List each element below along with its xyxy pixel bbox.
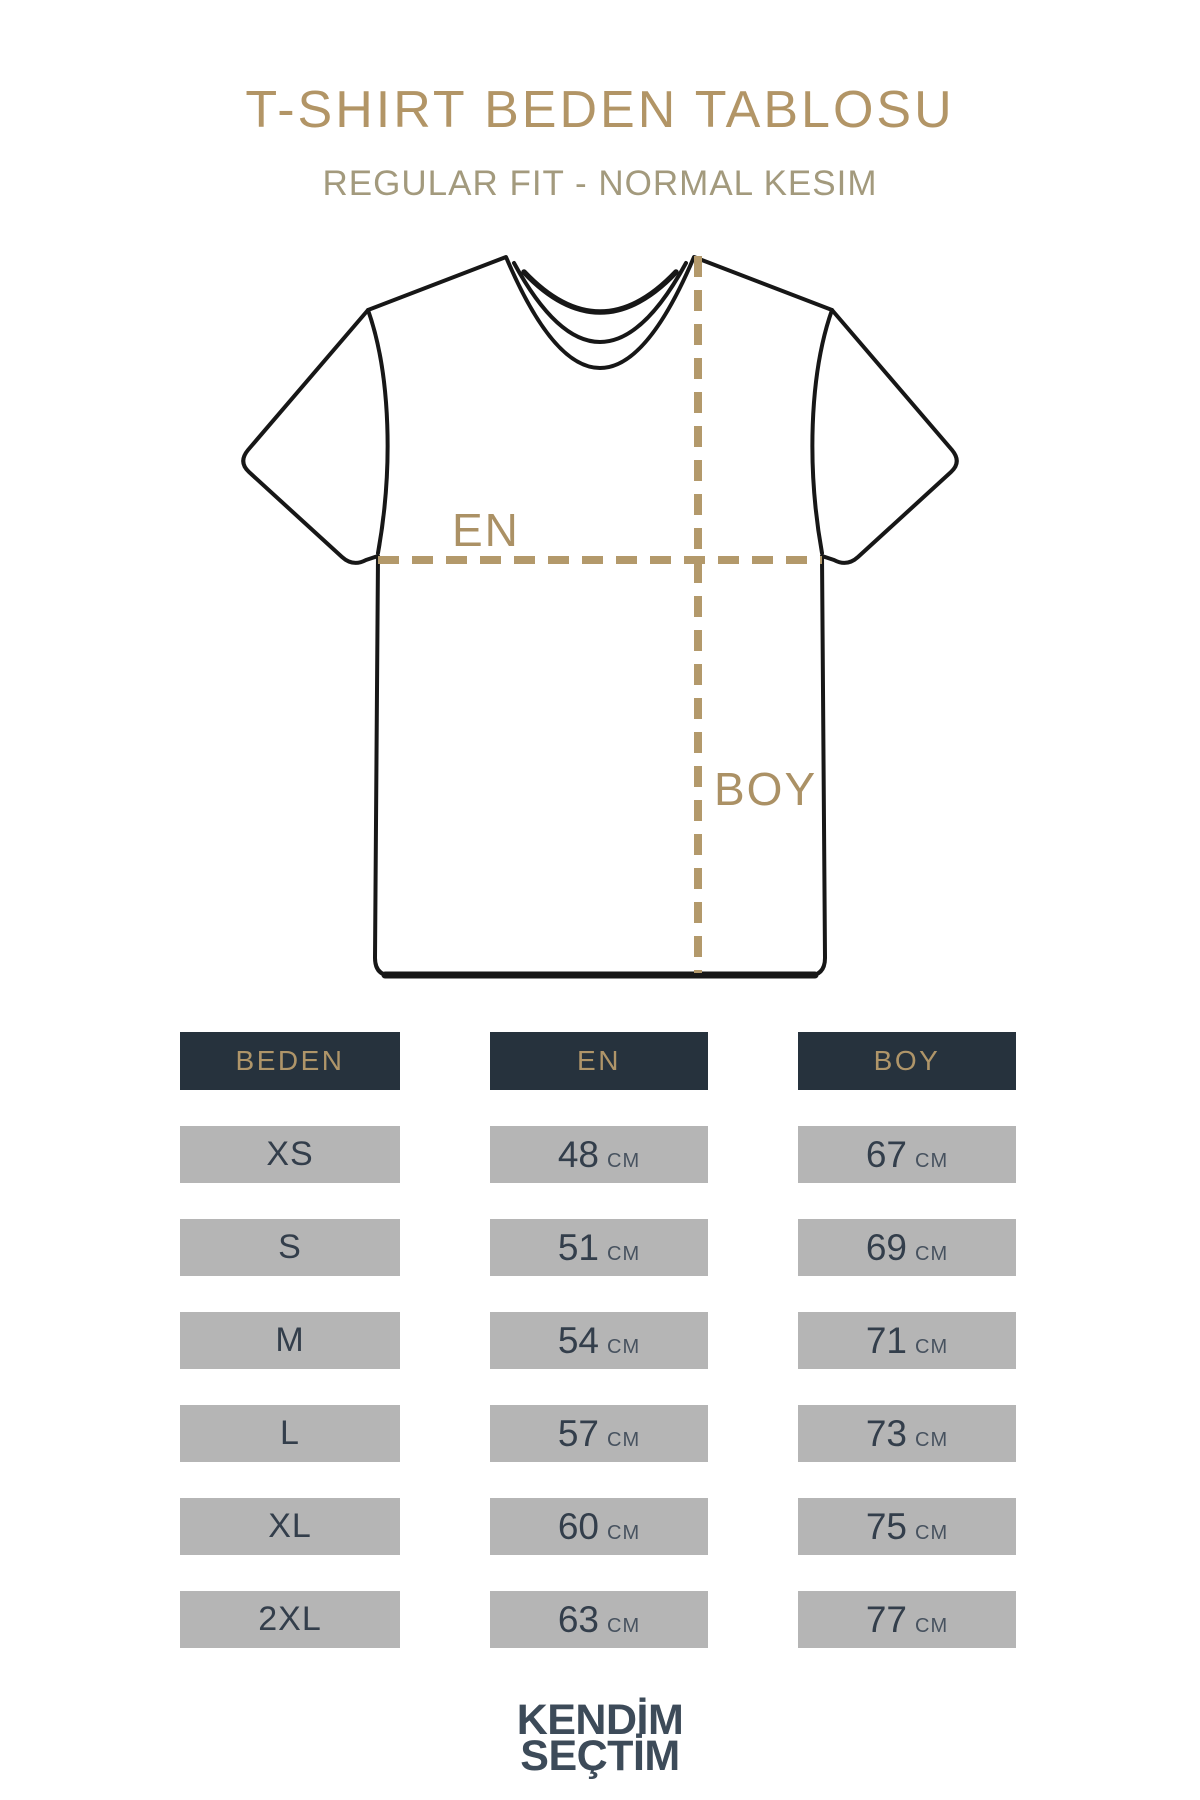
unit-label: CM — [607, 1243, 641, 1265]
unit-label: CM — [607, 1150, 641, 1172]
size-cell-s: S — [180, 1219, 400, 1276]
en-value: 63 — [557, 1599, 600, 1640]
boy-value: 69 — [865, 1227, 908, 1268]
width-label: EN — [452, 504, 520, 556]
column-header-beden: BEDEN — [180, 1032, 400, 1090]
unit-label: CM — [607, 1336, 641, 1358]
size-cell-l: L — [180, 1405, 400, 1462]
brand-line2: SEÇTİM — [520, 1732, 680, 1780]
column-header-en: EN — [490, 1032, 708, 1090]
boy-value: 71 — [865, 1320, 908, 1361]
boy-value: 73 — [865, 1413, 908, 1454]
unit-label: CM — [607, 1429, 641, 1451]
length-label: BOY — [714, 763, 817, 815]
column-header-boy: BOY — [798, 1032, 1016, 1090]
boy-value-cell-2xl: 77 CM — [798, 1591, 1016, 1648]
boy-value-cell-l: 73 CM — [798, 1405, 1016, 1462]
boy-value: 77 — [865, 1599, 908, 1640]
en-value: 57 — [557, 1413, 600, 1454]
en-value-cell-xs: 48 CM — [490, 1126, 708, 1183]
boy-value: 67 — [865, 1134, 908, 1175]
left-armhole-seam — [366, 308, 390, 555]
size-cell-2xl: 2XL — [180, 1591, 400, 1648]
unit-label: CM — [915, 1429, 949, 1451]
collar-band — [512, 261, 688, 344]
unit-label: CM — [915, 1336, 949, 1358]
en-value: 48 — [557, 1134, 600, 1175]
unit-label: CM — [607, 1615, 641, 1637]
boy-value: 75 — [865, 1506, 908, 1547]
back-collar-seam — [521, 269, 679, 315]
en-value: 54 — [557, 1320, 600, 1361]
size-cell-xs: XS — [180, 1126, 400, 1183]
tshirt-outline — [241, 255, 959, 978]
page-title: T-SHIRT BEDEN TABLOSU — [245, 81, 955, 139]
brand-logo: KENDİM SEÇTİM — [0, 1696, 1200, 1780]
unit-label: CM — [915, 1243, 949, 1265]
boy-value-cell-xl: 75 CM — [798, 1498, 1016, 1555]
en-value-cell-s: 51 CM — [490, 1219, 708, 1276]
unit-label: CM — [915, 1522, 949, 1544]
unit-label: CM — [915, 1615, 949, 1637]
boy-value-cell-s: 69 CM — [798, 1219, 1016, 1276]
size-cell-xl: XL — [180, 1498, 400, 1555]
size-cell-m: M — [180, 1312, 400, 1369]
page-subtitle: REGULAR FIT - NORMAL KESIM — [322, 164, 878, 203]
size-table: BEDEN EN BOY XS 48 CM 67 CM S 51 CM 69 CM M 54 CM 71 CM L 5… — [180, 1032, 1016, 1648]
brand-line1: KENDİM — [516, 1696, 684, 1744]
en-value: 60 — [557, 1506, 600, 1547]
unit-label: CM — [607, 1522, 641, 1544]
en-value: 51 — [557, 1227, 600, 1268]
right-armhole-seam — [810, 308, 834, 555]
tshirt-diagram: EN BOY — [241, 255, 959, 979]
en-value-cell-2xl: 63 CM — [490, 1591, 708, 1648]
en-value-cell-xl: 60 CM — [490, 1498, 708, 1555]
en-value-cell-l: 57 CM — [490, 1405, 708, 1462]
unit-label: CM — [915, 1150, 949, 1172]
boy-value-cell-xs: 67 CM — [798, 1126, 1016, 1183]
en-value-cell-m: 54 CM — [490, 1312, 708, 1369]
boy-value-cell-m: 71 CM — [798, 1312, 1016, 1369]
